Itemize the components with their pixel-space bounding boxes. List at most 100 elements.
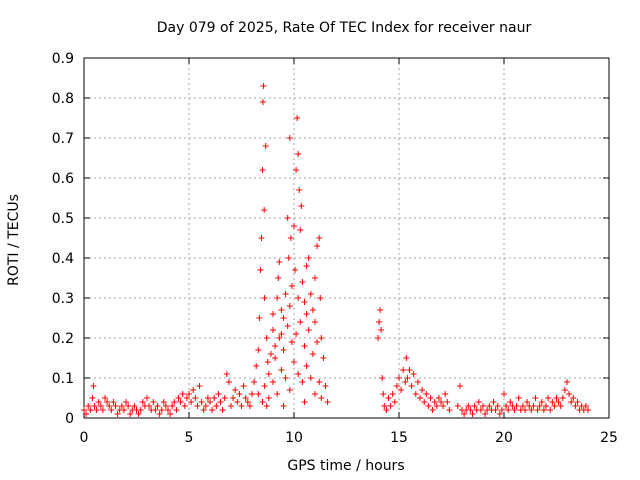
data-point (513, 403, 520, 409)
data-point (110, 399, 117, 405)
data-point (200, 407, 207, 413)
y-axis-label: ROTI / TECUs (6, 194, 22, 286)
data-point (297, 319, 304, 325)
data-point (317, 295, 324, 301)
data-point (194, 403, 201, 409)
data-point (264, 359, 271, 365)
data-point (305, 255, 312, 261)
data-point (265, 371, 272, 377)
data-point (421, 399, 428, 405)
data-point (318, 335, 325, 341)
data-point (570, 395, 577, 401)
data-point (102, 395, 108, 401)
data-point (316, 379, 323, 385)
data-point (95, 399, 102, 405)
y-tick-label: 0.3 (52, 291, 74, 307)
y-tick-label: 0.4 (52, 251, 74, 267)
data-point (158, 407, 165, 413)
data-point (301, 399, 308, 405)
data-point (274, 295, 281, 301)
data-point (90, 383, 97, 389)
data-point (154, 403, 161, 409)
x-tick-label: 20 (495, 430, 513, 446)
data-point (291, 223, 297, 229)
data-point (486, 403, 493, 409)
data-point (396, 375, 402, 381)
data-point (262, 143, 269, 149)
data-point (150, 399, 157, 405)
y-tick-label: 0.9 (52, 51, 74, 67)
data-point (146, 403, 153, 409)
data-point (287, 235, 294, 241)
data-point (188, 399, 195, 405)
data-point (202, 403, 209, 409)
data-point (190, 387, 197, 393)
data-point (505, 407, 512, 413)
data-point (467, 407, 474, 413)
data-point (127, 411, 134, 417)
data-point (165, 407, 171, 413)
data-point (316, 235, 323, 241)
data-point (312, 275, 318, 281)
y-tick-label: 0 (65, 411, 74, 427)
data-point (309, 351, 316, 357)
data-point (259, 399, 266, 405)
data-point (175, 395, 182, 401)
data-point (312, 319, 318, 325)
data-point (261, 207, 268, 213)
x-tick-label: 10 (285, 430, 303, 446)
data-point (293, 331, 300, 337)
data-point (104, 399, 111, 405)
data-point (301, 299, 308, 305)
data-point (263, 335, 270, 341)
data-point (503, 403, 510, 409)
data-point (465, 403, 472, 409)
data-point (293, 167, 300, 173)
data-point (496, 411, 503, 417)
data-points (81, 83, 591, 417)
data-point (303, 363, 310, 369)
data-point (423, 391, 430, 397)
data-point (232, 387, 239, 393)
data-point (255, 347, 262, 353)
data-point (89, 395, 96, 401)
data-point (167, 411, 174, 417)
data-point (404, 375, 411, 381)
x-tick-label: 5 (185, 430, 194, 446)
data-point (97, 403, 104, 409)
y-tick-label: 0.8 (52, 91, 74, 107)
data-point (213, 403, 220, 409)
data-point (263, 403, 270, 409)
data-point (375, 335, 381, 341)
data-point (438, 399, 444, 405)
y-tick-label: 0.5 (52, 211, 74, 227)
data-point (543, 403, 549, 409)
data-point (270, 327, 276, 333)
data-point (400, 367, 407, 373)
data-point (296, 187, 303, 193)
data-point (440, 403, 447, 409)
data-point (186, 391, 192, 397)
grid-lines (84, 58, 609, 418)
data-point (139, 399, 146, 405)
data-point (480, 403, 486, 409)
data-point (87, 407, 94, 413)
data-point (242, 395, 249, 401)
data-point (585, 407, 591, 413)
data-point (221, 395, 228, 401)
data-point (429, 407, 436, 413)
y-tick-label: 0.7 (52, 131, 74, 147)
data-point (255, 391, 262, 397)
data-point (276, 335, 283, 341)
data-point (144, 395, 150, 401)
data-point (475, 399, 482, 405)
data-point (259, 167, 266, 173)
data-point (244, 399, 251, 405)
data-point (498, 407, 505, 413)
data-point (223, 371, 230, 377)
data-point (135, 411, 142, 417)
data-point (524, 399, 531, 405)
y-tick-label: 0.6 (52, 171, 74, 187)
data-point (490, 399, 497, 405)
